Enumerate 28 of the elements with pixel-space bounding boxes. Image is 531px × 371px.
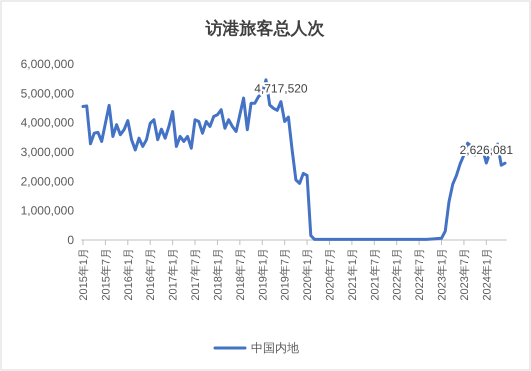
x-tick-label: 2019年1月 (257, 248, 270, 301)
x-tick-label: 2015年1月 (78, 248, 90, 301)
x-tick-label: 2018年7月 (234, 248, 247, 301)
x-tick-label: 2018年1月 (212, 248, 224, 301)
x-tick-label: 2023年7月 (458, 248, 471, 301)
x-tick-label: 2017年1月 (168, 248, 180, 301)
x-tick-label: 2021年1月 (346, 248, 359, 301)
chart-title: 访港旅客总人次 (204, 19, 326, 39)
y-tick-label: 2,000,000 (20, 174, 74, 188)
x-tick-label: 2016年7月 (145, 248, 158, 301)
x-tick-label: 2024年1月 (481, 248, 494, 301)
y-tick-label: 1,000,000 (20, 204, 74, 218)
x-tick-label: 2022年7月 (414, 248, 426, 301)
x-tick-label: 2016年1月 (122, 248, 135, 301)
legend-label: 中国内地 (251, 341, 299, 355)
x-tick-label: 2019年7月 (280, 248, 292, 301)
x-tick-label: 2015年7月 (100, 248, 112, 301)
y-tick-label: 3,000,000 (20, 145, 74, 159)
y-tick-label: 5,000,000 (20, 86, 74, 100)
x-tick-label: 2020年7月 (324, 248, 336, 301)
x-tick-label: 2017年7月 (190, 248, 202, 301)
y-tick-label: 0 (67, 233, 74, 247)
x-tick-label: 2022年1月 (392, 248, 404, 301)
x-tick-label: 2020年1月 (302, 248, 314, 301)
x-tick-label: 2023年1月 (436, 248, 449, 301)
y-tick-label: 6,000,000 (20, 57, 74, 71)
x-tick-label: 2021年7月 (369, 248, 382, 301)
y-tick-label: 4,000,000 (20, 116, 74, 130)
